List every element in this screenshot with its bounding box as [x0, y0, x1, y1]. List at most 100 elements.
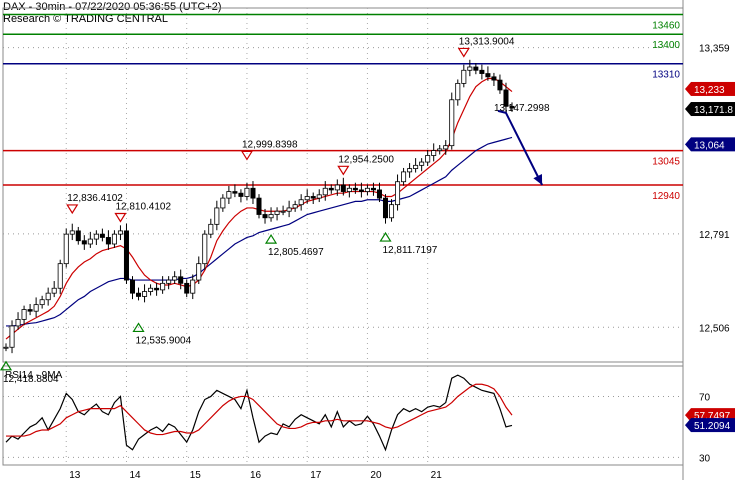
candle-body	[3, 346, 9, 349]
candle-body	[69, 230, 75, 235]
price-tag-pointer	[685, 81, 691, 96]
candle-body	[232, 191, 238, 194]
x-tick-label: 16	[250, 470, 262, 480]
swing-high-marker	[337, 165, 350, 176]
candle-body	[154, 287, 160, 291]
candle-body	[15, 318, 21, 327]
rsi-panel-frame	[2, 365, 684, 466]
price-tag-bg	[691, 102, 735, 117]
pivot-label: 13,147.2998	[494, 103, 550, 114]
candle-body	[39, 299, 45, 306]
candle-body	[346, 187, 352, 192]
candle-body	[503, 89, 509, 107]
level-label: 13400	[652, 40, 680, 51]
candle-body	[250, 187, 256, 199]
candle-body	[455, 82, 461, 101]
candle-body	[75, 230, 81, 242]
candle-body	[358, 189, 364, 192]
swing-low-label: 12,418.8804	[3, 374, 59, 385]
candle-body	[280, 210, 286, 213]
x-tick-label: 21	[431, 470, 443, 480]
price-tag-bg	[691, 81, 735, 96]
candle-body	[334, 184, 340, 191]
candle-body	[99, 233, 105, 238]
candle-body	[304, 196, 310, 201]
candle-body	[51, 287, 57, 294]
x-tick-label: 20	[370, 470, 382, 480]
level-label: 12940	[652, 191, 680, 202]
swing-low-marker	[379, 231, 392, 242]
candle-body	[81, 240, 87, 245]
candle-body	[238, 192, 244, 197]
rsi-tag-label: 57.7497	[694, 411, 731, 422]
x-tick-label: 17	[310, 470, 322, 480]
candle-body	[166, 279, 172, 284]
swing-high-marker	[240, 150, 254, 161]
candle-body	[376, 189, 382, 199]
candle-body	[401, 171, 407, 183]
candle-body	[449, 99, 455, 147]
candle-body	[328, 187, 334, 191]
candle-body	[21, 309, 27, 320]
candle-body	[129, 279, 136, 294]
candle-body	[491, 76, 497, 81]
candle-body	[443, 145, 449, 150]
swing-high-label: 12,954.2500	[338, 154, 394, 165]
candle-body	[431, 150, 437, 156]
candle-body	[111, 233, 117, 245]
price-tag-pointer	[685, 137, 691, 152]
rsi-tag-label: 51.2094	[694, 421, 731, 432]
candle-body	[389, 204, 395, 219]
candle-body	[202, 233, 208, 265]
rsi-tag-pointer	[685, 408, 691, 423]
candle-body	[87, 238, 93, 245]
swing-low-marker	[264, 233, 278, 244]
forecast-arrow-head	[533, 174, 543, 185]
candle-body	[142, 291, 148, 297]
candle-body	[310, 196, 316, 199]
swing-low-label: 12,805.4697	[268, 247, 324, 258]
candle-body	[93, 233, 99, 240]
x-tick-label: 14	[129, 470, 141, 480]
price-tag-label: 13,233	[694, 85, 725, 96]
candle-body	[27, 309, 33, 312]
candle-body	[467, 66, 473, 71]
candle-body	[226, 191, 232, 199]
candle-body	[268, 214, 274, 219]
candle-body	[352, 187, 358, 191]
candle-body	[262, 214, 268, 219]
ma-slow-line	[6, 136, 513, 327]
candle-body	[322, 187, 328, 196]
candle-body	[425, 155, 431, 163]
candle-body	[479, 69, 485, 74]
swing-high-marker	[114, 212, 127, 223]
candle-body	[370, 187, 376, 191]
candle-body	[292, 204, 298, 209]
candle-body	[437, 148, 443, 151]
candle-body	[316, 194, 322, 199]
candle-body	[63, 233, 69, 265]
rsi-y-tick-label: 30	[699, 453, 711, 464]
candle-body	[298, 199, 304, 206]
swing-low-marker	[132, 322, 145, 333]
rsi-tag-pointer	[685, 418, 691, 433]
candle-body	[340, 184, 346, 192]
level-label: 13310	[652, 70, 680, 81]
price-tag-label: 13,064	[694, 140, 725, 151]
candle-body	[220, 197, 226, 209]
rsi-y-tick-label: 70	[699, 392, 711, 403]
x-tick-label: 15	[190, 470, 202, 480]
candle-body	[244, 187, 250, 197]
swing-high-label: 12,810.4102	[115, 201, 171, 212]
candle-body	[509, 105, 515, 109]
candle-body	[148, 287, 154, 292]
candle-body	[33, 304, 39, 312]
price-tag-bg	[691, 137, 735, 152]
swing-low-marker	[0, 360, 13, 371]
candle-body	[407, 168, 413, 173]
candle-body	[136, 292, 142, 297]
x-tick-label: 13	[69, 470, 81, 480]
candle-body	[190, 279, 196, 294]
forecast-arrow-line	[497, 109, 544, 186]
